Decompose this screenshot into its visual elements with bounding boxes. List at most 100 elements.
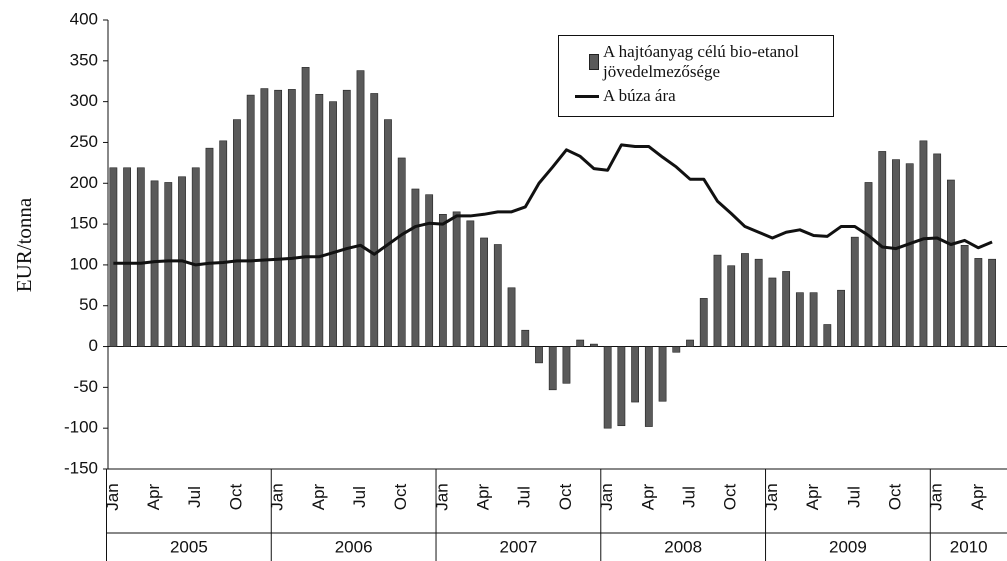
bar [603, 346, 612, 429]
bar [686, 339, 694, 347]
x-tick-label: Jan [762, 483, 781, 510]
bar [219, 140, 228, 347]
y-tick-label: 100 [70, 254, 98, 273]
x-tick-label: Jul [844, 486, 863, 508]
bar [438, 213, 447, 347]
y-tick-label: 200 [70, 173, 98, 192]
x-tick-label: Apr [803, 483, 822, 510]
bar [795, 292, 804, 347]
legend-entry: A hajtóanyag célú bio-etanol jövedelmező… [567, 42, 827, 82]
bar [699, 298, 708, 347]
legend-swatch [589, 54, 599, 70]
bar [150, 180, 159, 347]
legend-entry: A búza ára [567, 86, 827, 106]
bar [741, 253, 749, 347]
bar [452, 211, 461, 347]
bar [397, 157, 406, 347]
bar [191, 167, 200, 347]
bar [384, 119, 392, 347]
legend-label: A búza ára [603, 86, 676, 105]
bar [370, 93, 379, 347]
bar [946, 179, 955, 347]
bar [425, 194, 434, 347]
bar [521, 329, 530, 347]
bar [974, 258, 983, 347]
bar [301, 67, 310, 347]
y-tick-label: 250 [70, 132, 98, 151]
bar [246, 94, 255, 347]
x-tick-label: Oct [885, 484, 904, 511]
bar [205, 147, 214, 347]
bar [535, 346, 543, 364]
x-tick-label: Jan [432, 483, 451, 510]
bar [342, 89, 351, 347]
bar [260, 88, 269, 347]
x-tick-label: Oct [226, 484, 245, 511]
y-tick-label: -150 [64, 458, 98, 477]
bar [672, 346, 681, 353]
year-label: 2006 [335, 537, 373, 556]
x-tick-label: Apr [144, 483, 163, 510]
bar [933, 153, 942, 347]
bar [136, 167, 145, 347]
bar [123, 167, 131, 347]
x-tick-label: Apr [309, 483, 328, 510]
bar [287, 89, 296, 347]
y-tick-label: -100 [64, 418, 98, 437]
bar [109, 167, 118, 347]
bar [768, 277, 777, 347]
x-tick-label: Jan [927, 483, 946, 510]
x-tick-label: Jan [268, 483, 287, 510]
year-label: 2007 [499, 537, 537, 556]
x-tick-label: Jul [515, 486, 534, 508]
x-tick-label: Jul [680, 486, 699, 508]
bar [617, 346, 626, 427]
y-tick-label: 50 [79, 295, 98, 314]
bar [850, 236, 859, 347]
bar [315, 93, 324, 347]
bar [823, 324, 832, 347]
bar [356, 70, 365, 347]
bar [919, 140, 928, 347]
y-tick-label: 300 [70, 91, 98, 110]
y-axis-title: EUR/tonna [12, 197, 36, 292]
year-label: 2010 [950, 537, 988, 556]
bar [411, 188, 420, 347]
bar [274, 89, 283, 347]
year-label: 2005 [170, 537, 208, 556]
bar [164, 182, 173, 347]
bar [878, 151, 887, 347]
bar [713, 254, 722, 347]
line [113, 143, 993, 267]
bar [864, 182, 873, 347]
x-tick-label: Apr [968, 483, 987, 510]
legend-label: A hajtóanyag célú bio-etanol jövedelmező… [603, 42, 799, 81]
y-tick-label: -50 [73, 377, 98, 396]
bar [548, 346, 557, 391]
y-tick-label: 350 [70, 50, 98, 69]
bar [493, 244, 502, 347]
bar [480, 237, 488, 347]
bar [960, 245, 969, 347]
year-label: 2008 [664, 537, 702, 556]
bar [507, 287, 516, 347]
legend: A hajtóanyag célú bio-etanol jövedelmező… [558, 35, 834, 117]
bar [782, 271, 791, 347]
bar [644, 346, 653, 427]
bar [892, 159, 900, 347]
y-tick-label: 150 [70, 214, 98, 233]
x-tick-label: Jul [350, 486, 369, 508]
bar [754, 258, 763, 347]
bar [562, 346, 571, 384]
y-tick-label: 0 [89, 336, 98, 355]
legend-swatch [575, 94, 599, 98]
bar [466, 220, 475, 347]
bar [988, 258, 996, 347]
bar [837, 289, 845, 347]
x-tick-label: Jan [103, 483, 122, 510]
bar [658, 346, 667, 402]
y-tick-label: 400 [70, 9, 98, 28]
x-tick-label: Oct [721, 484, 740, 511]
